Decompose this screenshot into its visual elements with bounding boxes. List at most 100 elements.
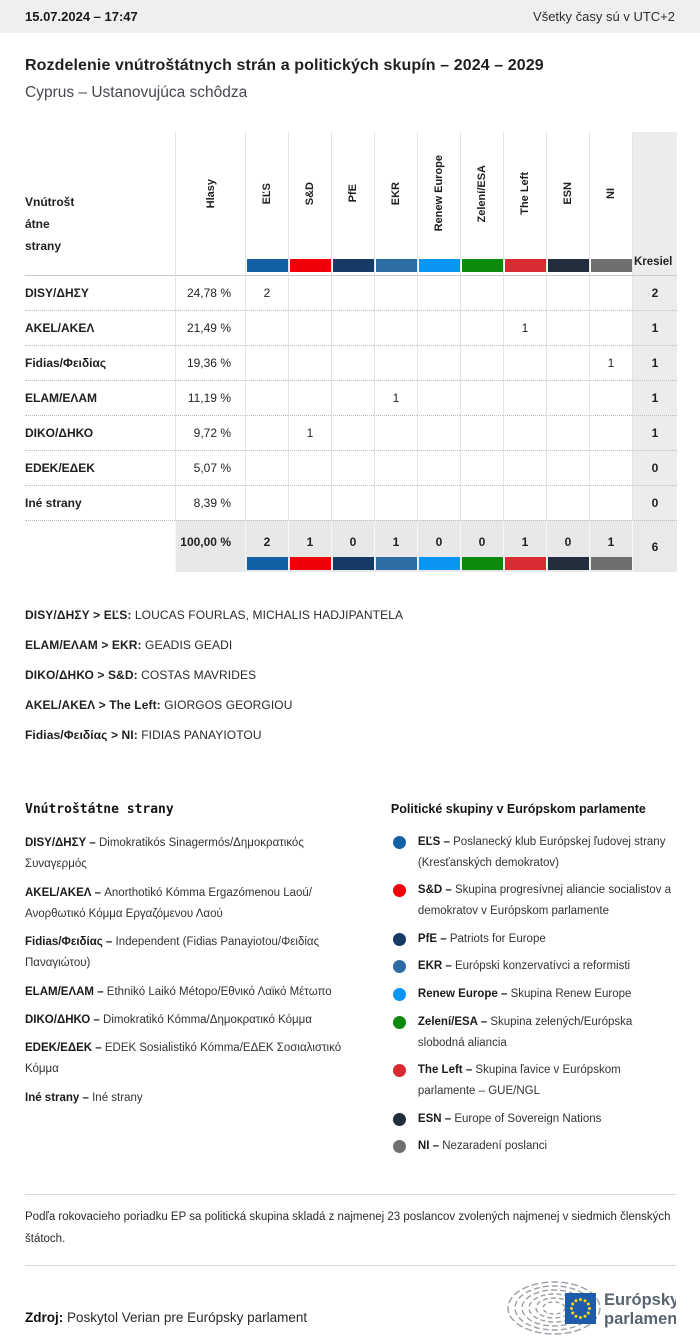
seat-cell-renew: [417, 415, 460, 450]
page-title: Rozdelenie vnútroštátnych strán a politi…: [25, 57, 544, 74]
logo-text-line1: Európsky: [604, 1291, 676, 1309]
table-header-group-greens: Zelení/ESA: [460, 132, 503, 275]
european-parliament-logo: Európsky parlament: [507, 1280, 676, 1335]
group-color-dot-icon: [392, 1140, 406, 1154]
group-color-dot-icon: [392, 932, 406, 946]
group-color-dot-icon: [392, 1064, 406, 1078]
seat-cell-ni: [589, 380, 632, 415]
seat-cell-greens: [460, 275, 503, 310]
seat-cell-ni: [589, 450, 632, 485]
report-datetime: 15.07.2024 – 17:47: [25, 9, 138, 24]
group-color-bar: [591, 259, 632, 272]
party-legend-item: ELAM/ΕΛΑΜ – Ethnikó Laikó Métopo/Εθνικό …: [25, 985, 332, 998]
group-color-dot-icon: [392, 988, 406, 1002]
seat-cell-els: [245, 380, 288, 415]
table-header-group-esn: ESN: [546, 132, 589, 275]
group-color-bar: [419, 259, 460, 272]
vote-share: 21,49 %: [175, 310, 245, 345]
seat-cell-left: 1: [503, 310, 546, 345]
seat-cell-esn: [546, 275, 589, 310]
group-legend-item: PfE – Patriots for Europe: [391, 929, 676, 950]
party-legend-item: Fidias/Φειδίας – Independent (Fidias Pan…: [25, 936, 320, 970]
seat-cell-ekr: 1: [374, 380, 417, 415]
group-legend-text: Zelení/ESA – Skupina zelených/Európska s…: [417, 1015, 633, 1049]
party-name: DIKO/ΔΗΚΟ: [25, 415, 175, 450]
seat-cell-ekr: [374, 275, 417, 310]
table-header-votes: Hlasy: [175, 132, 245, 275]
seats-total-cell: 2: [632, 275, 677, 310]
vote-share: 9,72 %: [175, 415, 245, 450]
seats-total-cell: 0: [632, 450, 677, 485]
seat-cell-sd: 1: [288, 415, 331, 450]
seat-cell-ekr: [374, 310, 417, 345]
group-color-bar: [462, 259, 503, 272]
group-color-bar: [376, 259, 417, 272]
footnote-text: Podľa rokovacieho poriadku EP sa politic…: [25, 1210, 671, 1245]
group-color-bar: [290, 259, 331, 272]
seat-cell-pfe: [331, 415, 374, 450]
political-groups-items: EĽS – Poslanecký klub Európskej ľudovej …: [391, 832, 676, 1157]
group-legend-text: EKR – Európski konzervatívci a reformist…: [417, 960, 631, 973]
total-group-els: 2: [245, 520, 288, 572]
group-legend-text: Renew Europe – Skupina Renew Europe: [417, 988, 632, 1001]
seats-total-cell: 1: [632, 380, 677, 415]
party-name: EDEK/ΕΔΕΚ: [25, 450, 175, 485]
group-color-bar: [462, 557, 503, 570]
group-legend-text: ESN – Europe of Sovereign Nations: [417, 1112, 602, 1125]
seat-cell-sd: [288, 485, 331, 520]
group-color-bar: [247, 259, 288, 272]
seat-cell-greens: [460, 310, 503, 345]
seat-cell-ekr: [374, 485, 417, 520]
seat-cell-ni: 1: [589, 345, 632, 380]
seats-total-cell: 1: [632, 345, 677, 380]
seat-cell-sd: [288, 450, 331, 485]
group-legend-item: ESN – Europe of Sovereign Nations: [391, 1109, 676, 1130]
group-color-bar: [548, 557, 589, 570]
group-legend-text: EĽS – Poslanecký klub Európskej ľudovej …: [417, 836, 666, 869]
source-text: Poskytol Verian pre Európsky parlament: [67, 1310, 308, 1326]
party-legend-item: EDEK/ΕΔΕΚ – EDEK Sosialistikó Kómma/ΕΔΕΚ…: [25, 1042, 342, 1076]
seat-cell-pfe: [331, 345, 374, 380]
footnote-section: Podľa rokovacieho poriadku EP sa politic…: [25, 1193, 676, 1266]
seat-cell-pfe: [331, 380, 374, 415]
table-header-group-els: EĽS: [245, 132, 288, 275]
source-line: Zdroj: Poskytol Verian pre Európsky parl…: [25, 1290, 307, 1325]
table-header-seats: Kresiel: [632, 132, 677, 275]
total-group-pfe: 0: [331, 520, 374, 572]
group-color-bar: [290, 557, 331, 570]
table-header-group-pfe: PfE: [331, 132, 374, 275]
party-name: Fidias/Φειδίας: [25, 345, 175, 380]
seat-cell-greens: [460, 485, 503, 520]
total-group-ekr: 1: [374, 520, 417, 572]
legends: Vnútroštátne strany DISY/ΔΗΣΥ – Dimokrat…: [25, 802, 676, 1164]
source-row: Zdroj: Poskytol Verian pre Európsky parl…: [25, 1278, 676, 1338]
group-color-bar: [505, 259, 546, 272]
seat-cell-ekr: [374, 345, 417, 380]
total-group-sd: 1: [288, 520, 331, 572]
party-name: DISY/ΔΗΣΥ: [25, 275, 175, 310]
table-header-group-sd: S&D: [288, 132, 331, 275]
seat-cell-ni: [589, 485, 632, 520]
total-row-spacer: [25, 520, 175, 572]
table-header-group-renew: Renew Europe: [417, 132, 460, 275]
seat-cell-renew: [417, 380, 460, 415]
eu-flag-icon: [565, 1292, 596, 1324]
seat-cell-left: [503, 485, 546, 520]
group-color-bar: [376, 557, 417, 570]
group-legend-text: The Left – Skupina ľavice v Európskom pa…: [417, 1064, 621, 1097]
seat-cell-ni: [589, 310, 632, 345]
seat-cell-renew: [417, 275, 460, 310]
group-color-dot-icon: [392, 1112, 406, 1126]
table-header-parties: Vnútrošt átne strany: [25, 195, 75, 253]
seat-cell-renew: [417, 310, 460, 345]
seat-cell-greens: [460, 380, 503, 415]
table-header-group-ni: NI: [589, 132, 632, 275]
timezone-note: Všetky časy sú v UTC+2: [533, 9, 675, 24]
party-name: ELAM/ΕΛΑΜ: [25, 380, 175, 415]
seat-cell-esn: [546, 380, 589, 415]
vote-share: 5,07 %: [175, 450, 245, 485]
group-color-bar: [333, 259, 374, 272]
seat-cell-els: [245, 415, 288, 450]
national-parties-heading: Vnútroštátne strany: [25, 802, 174, 817]
total-group-greens: 0: [460, 520, 503, 572]
